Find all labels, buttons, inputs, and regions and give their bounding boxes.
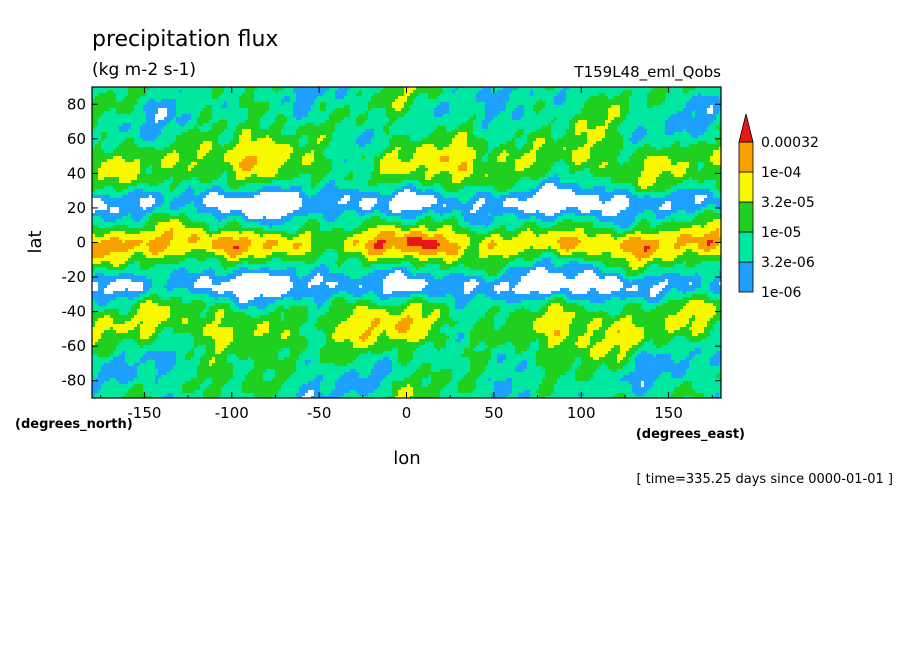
colorbar-segment bbox=[738, 261, 754, 293]
y-tick-label: 20 bbox=[67, 199, 86, 217]
colorbar-segment bbox=[738, 141, 754, 173]
x-axis-units: (degrees_east) bbox=[636, 427, 745, 442]
colorbar-segment bbox=[738, 231, 754, 263]
y-tick-label: 40 bbox=[67, 164, 86, 182]
x-tick-label: 150 bbox=[654, 404, 683, 422]
colorbar-level-label: 3.2e-05 bbox=[761, 195, 815, 211]
time-label: [ time=335.25 days since 0000-01-01 ] bbox=[636, 472, 893, 487]
y-tick-label: -80 bbox=[62, 372, 87, 390]
x-tick-label: 0 bbox=[402, 404, 412, 422]
y-tick-label: -20 bbox=[62, 268, 87, 286]
x-tick-label: -100 bbox=[215, 404, 249, 422]
y-axis: 80 60 40 20 0 -20 -40 -60 -80 bbox=[62, 95, 721, 390]
chart-units: (kg m-2 s-1) bbox=[92, 60, 196, 80]
y-tick-label: 0 bbox=[76, 234, 86, 252]
run-label: T159L48_eml_Qobs bbox=[573, 63, 721, 82]
y-axis-units: (degrees_north) bbox=[15, 417, 133, 432]
x-tick-label: 50 bbox=[484, 404, 503, 422]
colorbar: 1e-06 3.2e-06 1e-05 3.2e-05 1e-04 0.00032 bbox=[738, 113, 819, 301]
x-tick-label: 100 bbox=[567, 404, 596, 422]
x-axis-label: lon bbox=[393, 448, 420, 469]
colorbar-level-label: 3.2e-06 bbox=[761, 255, 815, 271]
y-tick-label: 80 bbox=[67, 95, 86, 113]
y-axis-label: lat bbox=[25, 230, 46, 253]
colorbar-segment bbox=[738, 171, 754, 203]
colorbar-segment bbox=[738, 201, 754, 233]
colorbar-extend-triangle bbox=[738, 113, 754, 143]
y-tick-label: -40 bbox=[62, 303, 87, 321]
x-tick-label: -150 bbox=[127, 404, 161, 422]
x-tick-label: -50 bbox=[307, 404, 332, 422]
colorbar-level-label: 1e-06 bbox=[761, 285, 801, 301]
x-axis: -150 -100 -50 0 50 100 150 bbox=[100, 87, 713, 422]
chart-title: precipitation flux bbox=[92, 27, 278, 52]
precip-field bbox=[92, 87, 721, 398]
y-tick-label: 60 bbox=[67, 130, 86, 148]
colorbar-level-label: 1e-05 bbox=[761, 225, 801, 241]
plot-area: -150 -100 -50 0 50 100 150 806040200-20-40-60-… bbox=[62, 86, 722, 422]
colorbar-level-label: 1e-04 bbox=[761, 165, 801, 181]
y-tick-label: -60 bbox=[62, 337, 87, 355]
colorbar-level-label: 0.00032 bbox=[761, 135, 819, 151]
